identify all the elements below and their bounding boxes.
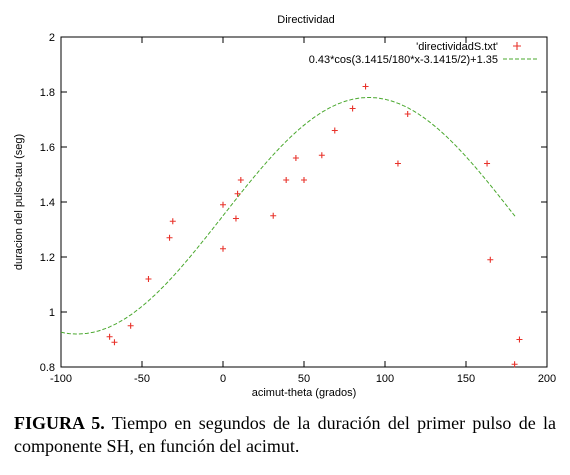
data-point bbox=[301, 177, 307, 183]
y-axis: 0.8 1 1.2 1.4 1.6 1.8 2 bbox=[40, 32, 547, 374]
data-point bbox=[511, 361, 518, 368]
data-point bbox=[484, 160, 491, 167]
plot-frame bbox=[60, 36, 548, 368]
data-point bbox=[166, 234, 173, 241]
legend: 'directividadS.txt'0.43*cos(3.1415/180*x… bbox=[309, 41, 537, 66]
legend-label-curve: 0.43*cos(3.1415/180*x-3.1415/2)+1.35 bbox=[309, 54, 498, 66]
data-point bbox=[283, 177, 290, 183]
y-tick-label: 1.2 bbox=[40, 252, 55, 264]
data-point bbox=[145, 276, 152, 282]
plot-area bbox=[60, 83, 523, 368]
x-tick-label: 50 bbox=[298, 373, 310, 385]
legend-label-points: 'directividadS.txt' bbox=[416, 41, 498, 53]
x-tick-label: -100 bbox=[50, 373, 72, 385]
data-point bbox=[362, 83, 369, 90]
data-point bbox=[487, 256, 494, 263]
fit-curve bbox=[60, 97, 517, 335]
data-point bbox=[516, 336, 523, 343]
caption-label: FIGURA 5. bbox=[14, 413, 105, 433]
data-point bbox=[237, 177, 244, 183]
x-tick-label: -50 bbox=[134, 373, 150, 385]
data-point bbox=[169, 218, 176, 225]
y-tick-label: 2 bbox=[49, 32, 55, 44]
x-axis-label: acimut-theta (grados) bbox=[252, 387, 357, 399]
y-axis-label: duracion del pulso-tau (seg) bbox=[13, 134, 25, 270]
data-point bbox=[232, 215, 239, 222]
data-point bbox=[111, 339, 118, 346]
x-tick-label: 100 bbox=[376, 373, 394, 385]
data-point bbox=[220, 245, 226, 252]
x-tick-label: 0 bbox=[220, 373, 226, 385]
data-point bbox=[394, 160, 401, 167]
data-point bbox=[292, 155, 299, 161]
data-point bbox=[220, 201, 226, 208]
x-tick-label: 150 bbox=[457, 373, 475, 385]
caption-text: Tiempo en segundos de la duración del pr… bbox=[14, 413, 556, 456]
x-axis: -100 -50 0 50 100 150 200 bbox=[50, 37, 556, 385]
data-point bbox=[318, 152, 325, 159]
y-tick-label: 1 bbox=[49, 307, 55, 319]
data-point bbox=[270, 212, 277, 219]
directividad-chart: Directividad -100 -50 0 50 100 150 200 0.8 1 1.2… bbox=[13, 14, 556, 399]
legend-marker-points bbox=[513, 42, 521, 50]
data-point bbox=[331, 127, 338, 134]
data-point bbox=[349, 105, 356, 112]
chart-title: Directividad bbox=[277, 14, 334, 26]
x-tick-label: 200 bbox=[538, 373, 556, 385]
figure-caption: FIGURA 5. Tiempo en segundos de la durac… bbox=[14, 412, 556, 458]
y-tick-label: 1.4 bbox=[40, 197, 55, 209]
y-tick-label: 0.8 bbox=[40, 362, 55, 374]
data-point bbox=[106, 333, 113, 340]
data-point bbox=[127, 322, 134, 329]
data-point bbox=[234, 190, 241, 197]
data-point bbox=[404, 111, 411, 117]
y-tick-label: 1.8 bbox=[40, 87, 55, 99]
y-tick-label: 1.6 bbox=[40, 142, 55, 154]
